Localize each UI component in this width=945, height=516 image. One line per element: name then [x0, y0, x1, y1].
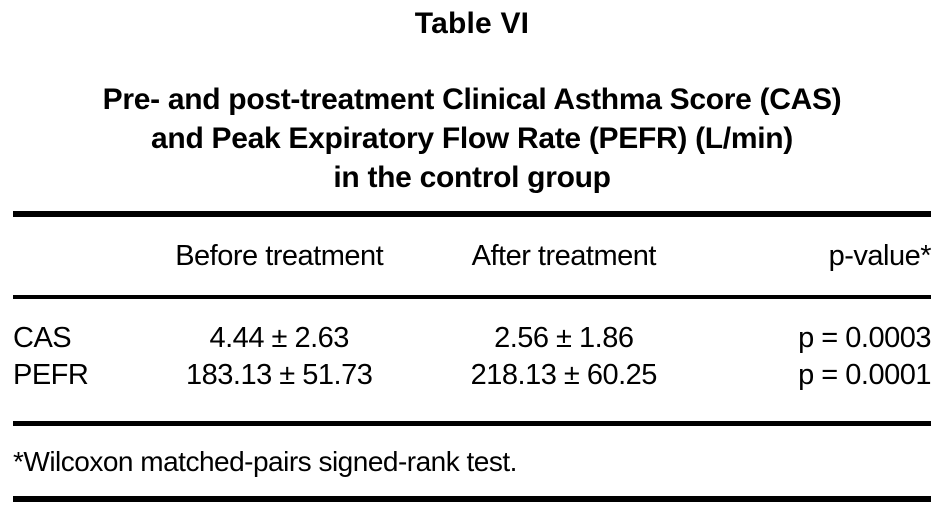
cas-before-value: 4.44 ± 2.63 [209, 322, 350, 354]
table-title: Pre- and post-treatment Clinical Asthma … [13, 80, 931, 197]
header-row: Before treatment After treatment p-value… [13, 214, 931, 299]
results-table: Before treatment After treatment p-value… [13, 211, 931, 426]
column-header-empty [13, 214, 160, 299]
table-body: CAS 4.44 ± 2.63 2.56 ± 1.86 p = 0.0003 P… [13, 297, 931, 424]
table-label: Table VI [414, 7, 530, 40]
column-header-before-treatment: Before treatment [159, 214, 399, 299]
table-row-pefr: PEFR 183.13 ± 51.73 218.13 ± 60.25 p = 0… [13, 357, 931, 424]
column-header-p-value: p-value* [729, 214, 931, 299]
pefr-before-value: 183.13 ± 51.73 [186, 359, 373, 391]
column-header-after-treatment: After treatment [398, 214, 730, 299]
row-label-pefr: PEFR [13, 359, 89, 391]
table-header: Before treatment After treatment p-value… [13, 214, 931, 299]
pefr-p-value: p = 0.0001 [798, 359, 931, 391]
table-footnote: *Wilcoxon matched-pairs signed-rank test… [13, 426, 931, 502]
table-title-line-2: and Peak Expiratory Flow Rate (PEFR) (L/… [151, 122, 793, 155]
pefr-after-value: 218.13 ± 60.25 [470, 359, 658, 391]
cas-after-value: 2.56 ± 1.86 [494, 322, 634, 354]
table-row-cas: CAS 4.44 ± 2.63 2.56 ± 1.86 p = 0.0003 [13, 297, 931, 357]
table-title-line-3: in the control group [333, 161, 611, 194]
table-title-line-1: Pre- and post-treatment Clinical Asthma … [102, 83, 842, 116]
table-container: Table VI Pre- and post-treatment Clinica… [13, 7, 931, 502]
row-label-cas: CAS [13, 322, 72, 354]
cas-p-value: p = 0.0003 [798, 322, 931, 354]
